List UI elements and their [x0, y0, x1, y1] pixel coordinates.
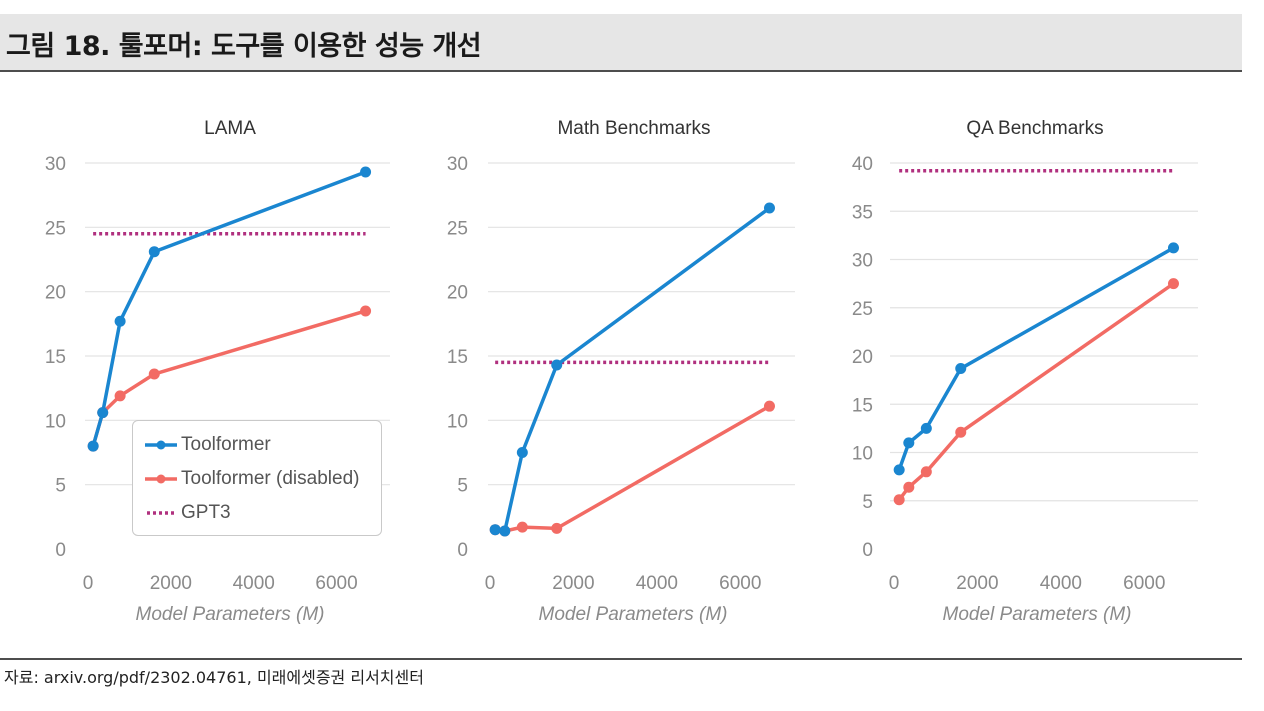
data-point-toolformer — [955, 363, 967, 375]
footer-rule — [0, 658, 1242, 660]
series-line-toolformer — [897, 246, 1175, 471]
data-point-toolformer-disabled — [893, 494, 905, 506]
legend-label-gpt3: GPT3 — [181, 502, 231, 523]
data-point-toolformer — [1167, 242, 1179, 254]
figure-title: 그림 18. 툴포머: 도구를 이용한 성능 개선 — [6, 31, 482, 62]
y-tick-label: 25 — [45, 218, 66, 239]
legend-item-toolformer-disabled: Toolformer (disabled) — [143, 467, 359, 491]
data-point-toolformer — [903, 437, 915, 449]
legend-item-gpt3: GPT3 — [143, 501, 231, 525]
y-tick-label: 10 — [447, 411, 468, 432]
x-tick-label: 4000 — [233, 573, 275, 594]
y-tick-label: 20 — [852, 347, 873, 368]
chart-title: Math Benchmarks — [557, 118, 710, 139]
y-tick-label: 15 — [447, 347, 468, 368]
x-tick-label: 6000 — [315, 573, 357, 594]
data-point-toolformer-disabled — [148, 368, 160, 380]
y-tick-label: 0 — [457, 540, 468, 561]
legend-item-toolformer: Toolformer — [143, 433, 271, 457]
data-point-toolformer — [360, 166, 372, 178]
y-tick-label: 25 — [852, 299, 873, 320]
x-tick-label: 6000 — [719, 573, 761, 594]
x-tick-label: 4000 — [1040, 573, 1082, 594]
chart-title: QA Benchmarks — [966, 118, 1103, 139]
series-line-toolformer — [494, 206, 771, 533]
data-point-toolformer-disabled — [114, 390, 126, 402]
x-axis-label: Model Parameters (M) — [943, 604, 1132, 625]
x-tick-label: 0 — [83, 573, 94, 594]
y-tick-label: 5 — [457, 476, 468, 497]
chart-panel-1: 0 5 10 15 20 25 30 0 2000 4000 6000 LAMA Model Param… — [45, 118, 390, 625]
data-point-toolformer — [87, 440, 99, 452]
x-axis-label: Model Parameters (M) — [136, 604, 325, 625]
data-point-toolformer — [920, 422, 932, 434]
data-point-toolformer — [97, 407, 109, 419]
figure-header: 그림 18. 툴포머: 도구를 이용한 성능 개선 — [0, 14, 1242, 72]
y-tick-label: 30 — [447, 154, 468, 175]
y-tick-label: 25 — [447, 218, 468, 239]
x-axis-label: Model Parameters (M) — [539, 604, 728, 625]
chart-legend: Toolformer Toolformer (disabled) GPT3 — [132, 420, 382, 536]
series-line-toolformer — [91, 170, 367, 447]
x-tick-label: 2000 — [150, 573, 192, 594]
data-point-toolformer-disabled — [1167, 278, 1179, 290]
legend-label-toolformer-disabled: Toolformer (disabled) — [181, 468, 360, 489]
y-tick-label: 15 — [852, 395, 873, 416]
y-tick-label: 20 — [45, 283, 66, 304]
y-tick-label: 20 — [447, 283, 468, 304]
y-tick-label: 15 — [45, 347, 66, 368]
data-point-toolformer-disabled — [516, 521, 528, 533]
y-tick-label: 30 — [852, 251, 873, 272]
data-point-toolformer — [893, 464, 905, 476]
y-tick-label: 0 — [55, 540, 66, 561]
y-tick-label: 40 — [852, 154, 873, 175]
data-point-toolformer-disabled — [360, 305, 372, 317]
data-point-toolformer-disabled — [763, 400, 775, 412]
x-tick-label: 0 — [889, 573, 900, 594]
chart-panel-3: 0 5 10 15 20 25 30 35 40 0 2000 4000 6000 QA Benchmar… — [852, 118, 1198, 625]
x-tick-label: 0 — [485, 573, 496, 594]
y-tick-label: 35 — [852, 202, 873, 223]
legend-swatch-gpt3-icon — [147, 511, 175, 515]
data-point-toolformer-disabled — [903, 481, 915, 493]
x-tick-label: 2000 — [956, 573, 998, 594]
y-tick-label: 5 — [55, 476, 66, 497]
y-tick-label: 5 — [862, 492, 873, 513]
data-point-toolformer — [516, 447, 528, 458]
data-point-toolformer — [551, 359, 563, 371]
data-point-toolformer — [763, 202, 775, 214]
data-point-toolformer — [499, 525, 511, 537]
legend-swatch-toolformer-icon — [145, 440, 177, 450]
x-tick-label: 4000 — [636, 573, 678, 594]
y-tick-label: 10 — [852, 444, 873, 465]
data-point-toolformer — [114, 315, 126, 327]
series-line-toolformer-disabled — [897, 282, 1175, 501]
x-tick-label: 2000 — [552, 573, 594, 594]
x-tick-label: 6000 — [1123, 573, 1165, 594]
legend-swatch-toolformer-disabled-icon — [145, 474, 177, 484]
y-tick-label: 10 — [45, 411, 66, 432]
chart-title: LAMA — [204, 118, 256, 139]
chart-panel-2: 0 5 10 15 20 25 30 0 2000 4000 6000 Math Benchmarks… — [447, 118, 795, 625]
y-tick-label: 30 — [45, 154, 66, 175]
data-point-toolformer-disabled — [920, 466, 932, 478]
data-point-toolformer — [489, 524, 501, 536]
y-tick-label: 0 — [862, 540, 873, 561]
data-point-toolformer-disabled — [551, 522, 563, 534]
data-point-toolformer — [148, 246, 160, 258]
source-note: 자료: arxiv.org/pdf/2302.04761, 미래에셋증권 리서치… — [4, 668, 424, 687]
series-line-toolformer-disabled — [494, 404, 771, 533]
legend-label-toolformer: Toolformer — [181, 434, 271, 455]
data-point-toolformer-disabled — [955, 426, 967, 438]
